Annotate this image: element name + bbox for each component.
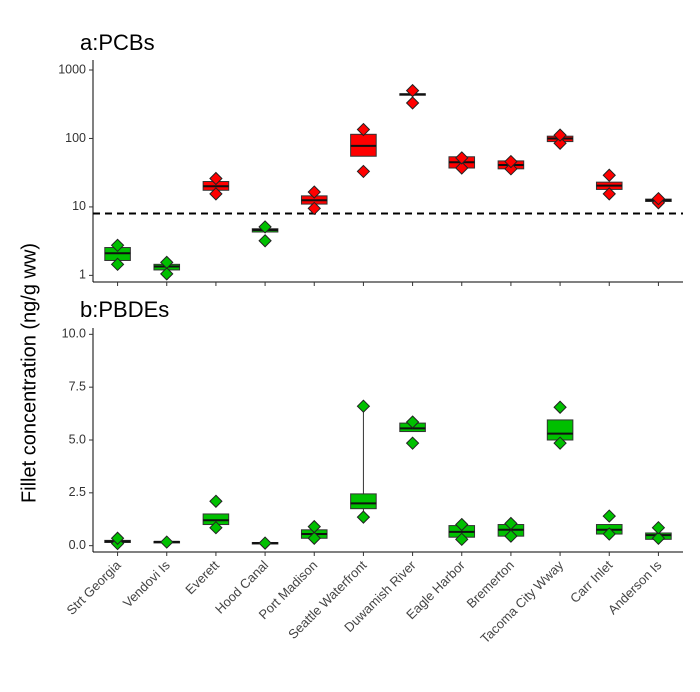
x-category-label: Tacoma City Wway — [477, 557, 566, 646]
data-point-diamond — [356, 164, 371, 179]
box-bremerton — [497, 516, 525, 543]
box-anderson-is — [645, 520, 672, 545]
panel-pbdes: b:PBDEs 0.0 2.5 5.0 7.5 10.0 Strt GeorgiaVend… — [62, 297, 683, 646]
data-point-diamond — [504, 516, 518, 531]
x-category-label: Everett — [182, 557, 222, 597]
data-point-diamond — [651, 531, 666, 545]
y-tick-label: 2.5 — [69, 485, 86, 499]
panel-b-title: b:PBDEs — [80, 297, 169, 322]
data-point-diamond — [602, 168, 616, 182]
y-tick-label: 0.0 — [69, 538, 86, 552]
data-point-diamond — [307, 519, 321, 534]
x-category-label: Carr Inlet — [567, 557, 616, 606]
data-point-diamond — [405, 83, 420, 98]
data-point-diamond — [209, 494, 223, 508]
data-point-diamond — [553, 136, 567, 150]
data-point-diamond — [553, 128, 567, 142]
data-point-diamond — [307, 531, 321, 545]
data-point-diamond — [209, 520, 223, 535]
data-point-diamond — [504, 529, 518, 543]
data-point-diamond — [504, 154, 518, 169]
y-tick-label: 10.0 — [62, 327, 86, 341]
data-point-diamond — [209, 171, 223, 186]
box-duwamish-river — [399, 415, 426, 450]
data-point-diamond — [455, 151, 469, 165]
x-category-label: Strt Georgia — [64, 557, 125, 618]
y-tick-label: 100 — [65, 131, 86, 145]
box-vendovi-is — [153, 255, 181, 281]
data-point-diamond — [258, 234, 272, 248]
data-point-diamond — [504, 162, 518, 176]
y-tick-label: 1000 — [58, 62, 86, 76]
box-carr-inlet — [595, 509, 623, 541]
box-port-madison — [300, 185, 328, 216]
box-hood-canal — [251, 536, 279, 550]
box-tacoma-city-wway — [546, 128, 574, 150]
data-point-diamond — [553, 436, 567, 450]
data-point-diamond — [455, 532, 469, 547]
box-duwamish-river — [399, 83, 426, 110]
data-point-diamond — [110, 238, 125, 252]
box-strt-georgia — [104, 531, 131, 551]
box-vendovi-is — [153, 535, 181, 549]
data-point-diamond — [110, 531, 125, 545]
data-point-diamond — [110, 257, 125, 272]
box-body — [350, 493, 377, 510]
y-axis-label: Fillet concentration (ng/g ww) — [18, 243, 40, 503]
box-port-madison — [300, 519, 328, 545]
data-point-diamond — [553, 400, 567, 414]
box-tacoma-city-wway — [546, 400, 574, 450]
panel-pcbs: a:PCBs 1 10 100 1000 — [58, 30, 683, 286]
box-strt-georgia — [104, 238, 131, 272]
box-carr-inlet — [595, 168, 623, 201]
data-point-diamond — [307, 201, 321, 216]
data-point-diamond — [160, 255, 174, 270]
x-category-label: Vendovi Is — [120, 557, 173, 610]
data-point-diamond — [356, 510, 371, 524]
box-everett — [202, 171, 230, 201]
data-point-diamond — [602, 187, 616, 201]
data-point-diamond — [405, 436, 420, 450]
data-point-diamond — [356, 399, 371, 413]
data-point-diamond — [651, 191, 666, 206]
data-point-diamond — [405, 96, 420, 110]
data-point-diamond — [651, 520, 666, 535]
y-tick-label: 7.5 — [69, 379, 86, 393]
data-point-diamond — [405, 415, 420, 429]
data-point-diamond — [455, 161, 469, 175]
data-point-diamond — [602, 527, 616, 541]
box-everett — [202, 494, 230, 535]
box-hood-canal — [251, 220, 279, 248]
y-tick-label: 5.0 — [69, 432, 86, 446]
box-eagle-harbor — [448, 517, 476, 547]
box-anderson-is — [645, 191, 672, 210]
data-point-diamond — [602, 509, 616, 523]
panel-a-title: a:PCBs — [80, 30, 155, 55]
data-point-diamond — [160, 267, 174, 281]
box-seattle-waterfront — [350, 399, 377, 524]
box-bremerton — [497, 154, 525, 176]
data-point-diamond — [258, 536, 272, 550]
data-point-diamond — [258, 220, 272, 234]
box-eagle-harbor — [448, 151, 476, 175]
data-point-diamond — [307, 185, 321, 199]
y-tick-label: 1 — [79, 268, 86, 282]
data-point-diamond — [160, 535, 174, 549]
box-seattle-waterfront — [350, 122, 377, 179]
data-point-diamond — [356, 122, 371, 137]
data-point-diamond — [209, 187, 223, 201]
data-point-diamond — [455, 517, 469, 532]
y-tick-label: 10 — [72, 199, 86, 213]
x-category-label: Anderson Is — [605, 557, 665, 617]
